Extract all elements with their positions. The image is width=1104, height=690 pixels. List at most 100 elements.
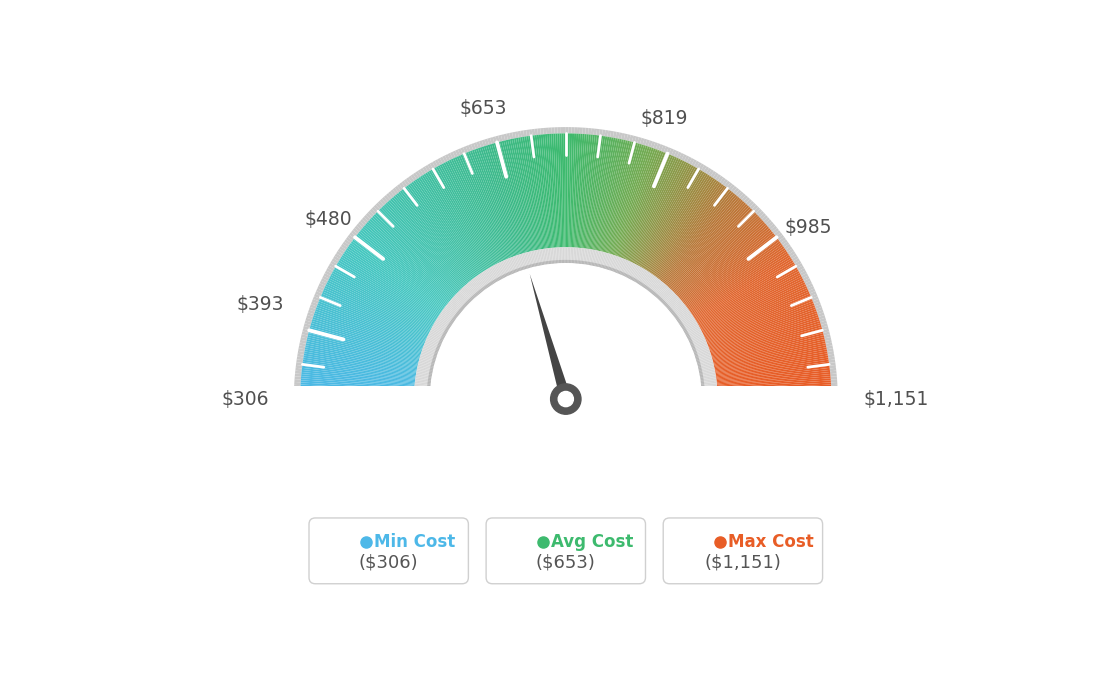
Wedge shape xyxy=(485,270,495,285)
Wedge shape xyxy=(532,129,535,135)
Wedge shape xyxy=(427,380,432,382)
Wedge shape xyxy=(414,396,431,397)
Wedge shape xyxy=(692,253,789,317)
Wedge shape xyxy=(348,246,442,313)
Wedge shape xyxy=(428,373,433,375)
Wedge shape xyxy=(380,199,386,206)
Wedge shape xyxy=(315,309,423,348)
Wedge shape xyxy=(700,380,716,384)
Wedge shape xyxy=(580,248,583,264)
Wedge shape xyxy=(783,241,789,248)
Wedge shape xyxy=(813,299,819,304)
Wedge shape xyxy=(796,263,803,268)
Wedge shape xyxy=(453,150,458,157)
Wedge shape xyxy=(438,166,493,266)
Wedge shape xyxy=(803,275,809,281)
Wedge shape xyxy=(718,395,831,398)
Wedge shape xyxy=(716,374,830,386)
Wedge shape xyxy=(700,379,703,381)
Wedge shape xyxy=(570,133,574,247)
Wedge shape xyxy=(681,319,696,329)
Wedge shape xyxy=(549,261,550,265)
Wedge shape xyxy=(408,184,477,277)
Wedge shape xyxy=(434,353,438,356)
Wedge shape xyxy=(716,366,829,381)
Wedge shape xyxy=(567,260,569,264)
Wedge shape xyxy=(596,251,602,268)
Wedge shape xyxy=(300,380,414,390)
Wedge shape xyxy=(570,260,572,264)
Wedge shape xyxy=(773,228,779,234)
Wedge shape xyxy=(364,225,452,300)
Wedge shape xyxy=(486,269,496,284)
Wedge shape xyxy=(485,285,489,288)
Wedge shape xyxy=(700,375,716,380)
Wedge shape xyxy=(701,397,718,399)
Wedge shape xyxy=(802,273,808,279)
Wedge shape xyxy=(694,259,793,319)
Wedge shape xyxy=(804,278,810,284)
Wedge shape xyxy=(466,301,470,304)
Wedge shape xyxy=(486,145,521,255)
Wedge shape xyxy=(604,266,606,270)
Wedge shape xyxy=(688,339,692,342)
Wedge shape xyxy=(511,257,519,273)
Wedge shape xyxy=(713,172,719,179)
Wedge shape xyxy=(713,335,824,364)
Wedge shape xyxy=(341,255,438,317)
Wedge shape xyxy=(712,325,821,358)
Wedge shape xyxy=(699,371,715,375)
Wedge shape xyxy=(300,391,414,395)
Wedge shape xyxy=(578,261,581,264)
Wedge shape xyxy=(693,353,698,356)
Wedge shape xyxy=(551,134,559,248)
Wedge shape xyxy=(323,288,428,337)
Wedge shape xyxy=(631,136,636,142)
Wedge shape xyxy=(646,174,708,271)
Wedge shape xyxy=(744,197,750,204)
Wedge shape xyxy=(827,348,834,352)
Wedge shape xyxy=(416,178,481,273)
Wedge shape xyxy=(806,284,813,288)
Wedge shape xyxy=(342,253,439,317)
Wedge shape xyxy=(657,286,669,299)
Wedge shape xyxy=(526,253,531,268)
Wedge shape xyxy=(617,270,619,274)
Wedge shape xyxy=(572,127,574,134)
Wedge shape xyxy=(625,262,634,278)
Wedge shape xyxy=(661,292,675,304)
Wedge shape xyxy=(506,273,508,277)
Wedge shape xyxy=(573,134,581,248)
Wedge shape xyxy=(651,281,662,295)
Wedge shape xyxy=(469,281,480,295)
Wedge shape xyxy=(440,337,445,340)
Wedge shape xyxy=(591,250,596,266)
Wedge shape xyxy=(788,251,796,257)
Wedge shape xyxy=(638,271,648,286)
Wedge shape xyxy=(662,195,736,283)
Wedge shape xyxy=(687,332,702,340)
Wedge shape xyxy=(824,331,830,335)
Wedge shape xyxy=(501,141,530,252)
Wedge shape xyxy=(678,321,681,324)
Wedge shape xyxy=(493,279,497,284)
Wedge shape xyxy=(607,130,612,137)
Wedge shape xyxy=(315,311,423,350)
Wedge shape xyxy=(498,135,502,141)
Wedge shape xyxy=(422,351,437,357)
Wedge shape xyxy=(776,233,783,239)
Wedge shape xyxy=(301,370,415,384)
Wedge shape xyxy=(563,127,565,133)
Text: ($653): ($653) xyxy=(535,553,596,571)
Wedge shape xyxy=(428,379,432,381)
Wedge shape xyxy=(701,396,718,397)
Wedge shape xyxy=(514,131,519,138)
Wedge shape xyxy=(623,152,668,259)
Wedge shape xyxy=(635,268,645,284)
Wedge shape xyxy=(348,235,354,241)
Wedge shape xyxy=(715,349,827,372)
Wedge shape xyxy=(682,228,771,302)
Wedge shape xyxy=(294,382,300,385)
Wedge shape xyxy=(768,224,775,230)
Wedge shape xyxy=(300,395,414,398)
